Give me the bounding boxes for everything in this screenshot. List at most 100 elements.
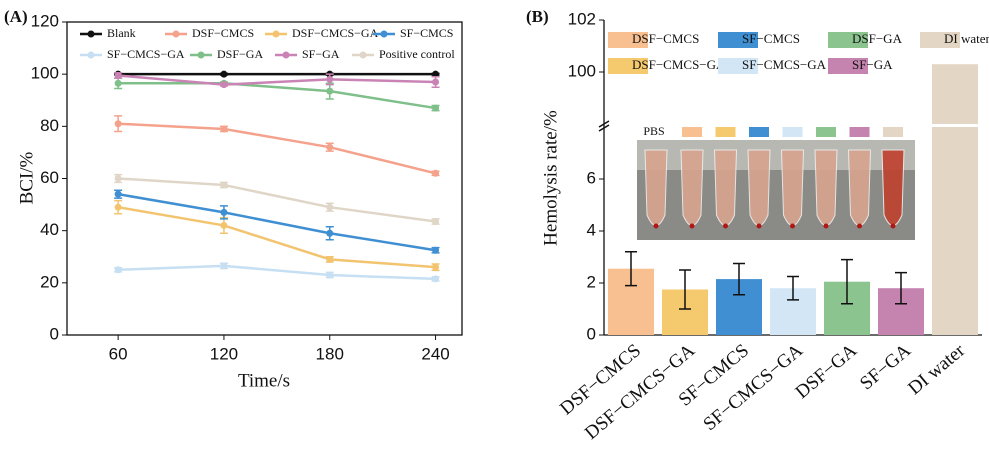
x-tick-label: 120 (210, 344, 238, 363)
tube (747, 149, 771, 226)
panel-label: (A) (4, 7, 28, 26)
series-line (118, 82, 436, 110)
inset-photo (637, 140, 915, 240)
inset-chip (883, 127, 903, 137)
legend-label: DI water (944, 31, 989, 46)
legend-swatch (608, 32, 648, 48)
y-tick-label: 0 (587, 324, 596, 343)
tube-pellet (890, 223, 896, 229)
legend-label: DSF−GA (852, 31, 903, 46)
legend-marker (172, 30, 180, 38)
tube-pellet (723, 223, 728, 229)
legend-label: DSF−CMCS−GA (632, 57, 726, 72)
y-tick-label: 120 (31, 11, 59, 30)
legend-label: DSF−CMCS (632, 31, 699, 46)
y-tick-label: 102 (568, 9, 596, 28)
data-point (432, 263, 440, 271)
legend-marker (197, 51, 205, 59)
x-tick-label: DI water (904, 340, 969, 400)
inset-label: PBS (643, 124, 664, 138)
error-bar (625, 251, 637, 287)
data-point (326, 87, 334, 95)
data-point (432, 169, 440, 177)
inset-chip (816, 127, 836, 137)
error-bar (841, 258, 853, 305)
legend-marker (87, 51, 95, 59)
y-tick-label: 4 (587, 220, 596, 239)
data-point (326, 143, 334, 151)
legend-marker (87, 30, 95, 38)
data-point (432, 78, 440, 86)
legend-label: SF−CMCS−GA (742, 57, 827, 72)
legend-label: SF−CMCS (742, 31, 800, 46)
tube-pellet (823, 223, 829, 229)
error-bar (895, 271, 907, 305)
tube (814, 149, 838, 226)
series-line (117, 205, 436, 269)
tube (881, 149, 905, 226)
tube (680, 149, 704, 226)
data-point (326, 271, 334, 279)
data-point (114, 190, 122, 198)
error-bar (679, 269, 691, 310)
data-point (220, 208, 228, 216)
data-point (220, 125, 228, 133)
y-tick-label: 80 (40, 116, 59, 135)
tube-pellet (653, 223, 659, 229)
y-axis-label: BCI/% (16, 151, 37, 204)
data-point (432, 70, 440, 78)
y-axis-label: Hemolysis rate/% (540, 110, 561, 246)
data-point (220, 81, 228, 89)
legend-swatch (828, 32, 868, 48)
y-tick-label: 100 (568, 61, 596, 80)
break-gap (932, 124, 978, 127)
x-axis-label: Time/s (238, 370, 290, 391)
legend-swatch (718, 58, 758, 74)
legend-label: Positive control (379, 47, 455, 61)
legend-swatch (718, 32, 758, 48)
tube (644, 149, 668, 226)
data-point (114, 71, 122, 79)
inset-chip (849, 127, 870, 137)
error-bar (787, 275, 799, 301)
inset-chip (715, 127, 736, 137)
data-point (326, 229, 334, 237)
legend-label: SF−CMCS (400, 26, 453, 40)
series-line (118, 264, 436, 281)
legend-marker (272, 30, 280, 38)
series-line (118, 122, 436, 175)
tube (847, 149, 872, 226)
legend-swatch (828, 58, 868, 74)
legend-label: Blank (107, 26, 136, 40)
tube-pellet (756, 223, 762, 229)
axis-break (598, 120, 610, 132)
y-tick-label: 60 (40, 168, 59, 187)
legend-label: DSF−CMCS−GA (292, 26, 379, 40)
x-tick-label: DSF−GA (792, 340, 862, 403)
tube-pellet (689, 223, 695, 229)
photo-top (637, 140, 915, 170)
legend-label: DSF−CMCS (192, 26, 254, 40)
legend-marker (359, 51, 367, 59)
legend-label: SF−CMCS−GA (107, 47, 185, 61)
data-point (114, 175, 122, 182)
error-bar (733, 262, 745, 296)
data-point (326, 203, 334, 211)
series-line (118, 177, 436, 223)
tube (780, 149, 805, 226)
x-tick-label: 240 (421, 344, 449, 363)
legend-label: DSF−GA (217, 47, 263, 61)
data-point (432, 275, 440, 283)
data-point (432, 104, 440, 112)
y-tick-label: 2 (587, 272, 596, 291)
data-point (326, 75, 334, 83)
legend-label: SF−GA (302, 47, 340, 61)
x-tick-label: 60 (109, 344, 128, 363)
data-point (432, 246, 440, 254)
y-tick-label: 0 (50, 324, 59, 343)
tube (713, 149, 738, 226)
y-tick-label: 20 (40, 272, 59, 291)
legend-marker (282, 51, 290, 59)
y-tick-label: 6 (587, 168, 596, 187)
